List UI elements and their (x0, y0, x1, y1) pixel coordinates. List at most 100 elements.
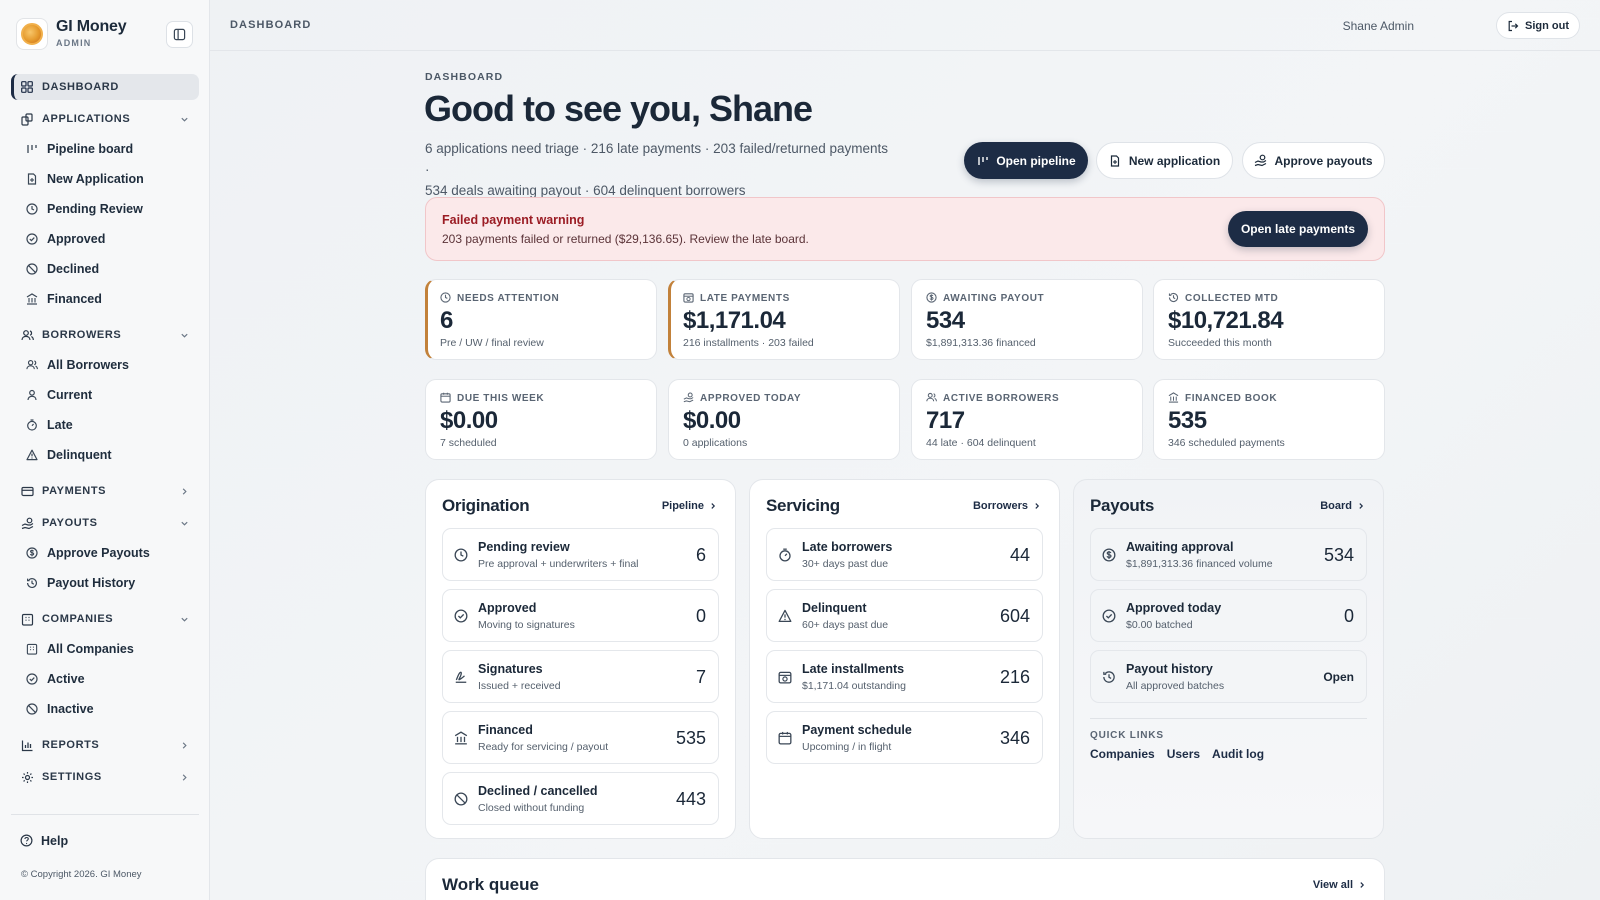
quick-link-companies[interactable]: Companies (1090, 747, 1155, 761)
bank-icon (1168, 392, 1180, 404)
sidebar-section-payouts[interactable]: PAYOUTS (11, 510, 199, 536)
sidebar-section-applications[interactable]: APPLICATIONS (11, 106, 199, 132)
sidebar-item-late[interactable]: Late (11, 412, 199, 438)
row-count: 604 (999, 606, 1030, 626)
sidebar-item-pipeline-board[interactable]: Pipeline board (11, 136, 199, 162)
sidebar-item-financed[interactable]: Financed (11, 286, 199, 312)
late-installments-row[interactable]: Late installments $1,171.04 outstanding … (766, 650, 1043, 703)
signatures-row[interactable]: Signatures Issued + received 7 (442, 650, 719, 703)
sidebar-collapse-button[interactable] (166, 21, 193, 48)
payouts-panel: Payouts Board Awaiting approval $1,891,3… (1073, 479, 1384, 839)
sidebar-item-dashboard[interactable]: DASHBOARD (11, 74, 199, 100)
sidebar-item-help[interactable]: Help (20, 834, 68, 848)
sidebar-item-delinquent[interactable]: Delinquent (11, 442, 199, 468)
row-title: Late borrowers (802, 540, 893, 554)
sidebar-item-approve-payouts[interactable]: Approve Payouts (11, 540, 199, 566)
chevron-down-icon (179, 330, 189, 340)
sign-out-button[interactable]: Sign out (1496, 12, 1580, 39)
row-count: 6 (695, 545, 706, 565)
sidebar-item-active[interactable]: Active (11, 666, 199, 692)
sidebar-item-current[interactable]: Current (11, 382, 199, 408)
check-circle-icon (25, 232, 39, 246)
quick-link-users[interactable]: Users (1166, 747, 1201, 761)
stat-card-late-payments[interactable]: LATE PAYMENTS $1,171.04 216 installments… (668, 279, 900, 360)
sidebar-item-payout-history[interactable]: Payout History (11, 570, 199, 596)
file-plus-icon (1109, 154, 1122, 167)
hand-coins-icon (20, 516, 34, 530)
row-count: 535 (675, 728, 706, 748)
ban-icon (25, 702, 39, 716)
row-sub: Upcoming / in flight (802, 741, 892, 753)
sidebar-item-declined[interactable]: Declined (11, 256, 199, 282)
sidebar-item-label: All Borrowers (47, 358, 129, 372)
stat-card-financed-book[interactable]: FINANCED BOOK 535 346 scheduled payments (1153, 379, 1385, 460)
stat-sub: 44 late · 604 delinquent (926, 437, 1036, 449)
row-title: Payment schedule (802, 723, 912, 737)
sidebar-item-all-borrowers[interactable]: All Borrowers (11, 352, 199, 378)
pending-review-row[interactable]: Pending review Pre approval + underwrite… (442, 528, 719, 581)
sidebar-item-all-companies[interactable]: All Companies (11, 636, 199, 662)
sidebar-item-label: Active (47, 672, 85, 686)
sidebar-section-payments[interactable]: PAYMENTS (11, 478, 199, 504)
sidebar-section-reports[interactable]: REPORTS (11, 732, 199, 758)
board-link[interactable]: Board (1320, 500, 1365, 512)
stat-card-active-borrowers[interactable]: ACTIVE BORROWERS 717 44 late · 604 delin… (911, 379, 1143, 460)
sidebar-toggle-icon (173, 28, 186, 41)
stat-value: 6 (440, 307, 453, 334)
awaiting-approval-row[interactable]: Awaiting approval $1,891,313.36 financed… (1090, 528, 1367, 581)
file-plus-icon (25, 172, 39, 186)
sidebar-section-settings[interactable]: SETTINGS (11, 764, 199, 790)
timer-icon (778, 548, 792, 562)
sidebar-label: PAYOUTS (42, 517, 98, 529)
row-sub: Moving to signatures (478, 619, 575, 631)
delinquent-row[interactable]: Delinquent 60+ days past due 604 (766, 589, 1043, 642)
stat-value: $10,721.84 (1168, 307, 1284, 334)
borrowers-link[interactable]: Borrowers (973, 500, 1041, 512)
dollar-circle-icon (25, 546, 39, 560)
brand[interactable]: GI Money ADMIN (16, 18, 196, 52)
payout-history-row[interactable]: Payout history All approved batches Open (1090, 650, 1367, 703)
stat-card-approved-today[interactable]: APPROVED TODAY $0.00 0 applications (668, 379, 900, 460)
financed-row[interactable]: Financed Ready for servicing / payout 53… (442, 711, 719, 764)
sidebar-section-companies[interactable]: COMPANIES (11, 606, 199, 632)
approve-payouts-button[interactable]: Approve payouts (1242, 142, 1385, 179)
open-link[interactable]: Open (1323, 670, 1354, 684)
sidebar-item-new-application[interactable]: New Application (11, 166, 199, 192)
quick-link-audit-log[interactable]: Audit log (1212, 747, 1265, 761)
summary-line: 534 deals awaiting payout · 604 delinque… (425, 183, 746, 198)
stat-label: LATE PAYMENTS (700, 292, 790, 304)
payment-schedule-row[interactable]: Payment schedule Upcoming / in flight 34… (766, 711, 1043, 764)
view-all-link[interactable]: View all (1313, 879, 1366, 891)
sidebar-item-label: Late (47, 418, 73, 432)
button-label: New application (1128, 153, 1221, 168)
approved-today-row[interactable]: Approved today $0.00 batched 0 (1090, 589, 1367, 642)
row-title: Late installments (802, 662, 905, 676)
row-count: 0 (1343, 606, 1354, 626)
sidebar-item-inactive[interactable]: Inactive (11, 696, 199, 722)
sidebar-item-pending-review[interactable]: Pending Review (11, 196, 199, 222)
stat-label: COLLECTED MTD (1185, 292, 1279, 304)
stat-card-due-this-week[interactable]: DUE THIS WEEK $0.00 7 scheduled (425, 379, 657, 460)
row-sub: Issued + received (478, 680, 561, 692)
sidebar-section-borrowers[interactable]: BORROWERS (11, 322, 199, 348)
open-late-payments-button[interactable]: Open late payments (1228, 211, 1368, 247)
stat-card-collected-mtd[interactable]: COLLECTED MTD $10,721.84 Succeeded this … (1153, 279, 1385, 360)
timer-icon (25, 418, 39, 432)
warning-icon (778, 609, 792, 623)
new-application-button[interactable]: New application (1096, 142, 1233, 179)
history-icon (1102, 670, 1116, 684)
link-label: Borrowers (972, 500, 1028, 512)
approved-row[interactable]: Approved Moving to signatures 0 (442, 589, 719, 642)
sidebar-item-approved[interactable]: Approved (11, 226, 199, 252)
gear-icon (20, 770, 34, 784)
stat-card-awaiting-payout[interactable]: AWAITING PAYOUT 534 $1,891,313.36 financ… (911, 279, 1143, 360)
row-sub: 60+ days past due (802, 619, 889, 631)
open-pipeline-button[interactable]: Open pipeline (964, 142, 1088, 179)
stat-card-needs-attention[interactable]: NEEDS ATTENTION 6 Pre / UW / final revie… (425, 279, 657, 360)
divider (1090, 718, 1367, 719)
declined-row[interactable]: Declined / cancelled Closed without fund… (442, 772, 719, 825)
row-sub: Pre approval + underwriters + final (478, 558, 639, 570)
late-borrowers-row[interactable]: Late borrowers 30+ days past due 44 (766, 528, 1043, 581)
grid-icon (20, 80, 34, 94)
pipeline-link[interactable]: Pipeline (662, 500, 717, 512)
